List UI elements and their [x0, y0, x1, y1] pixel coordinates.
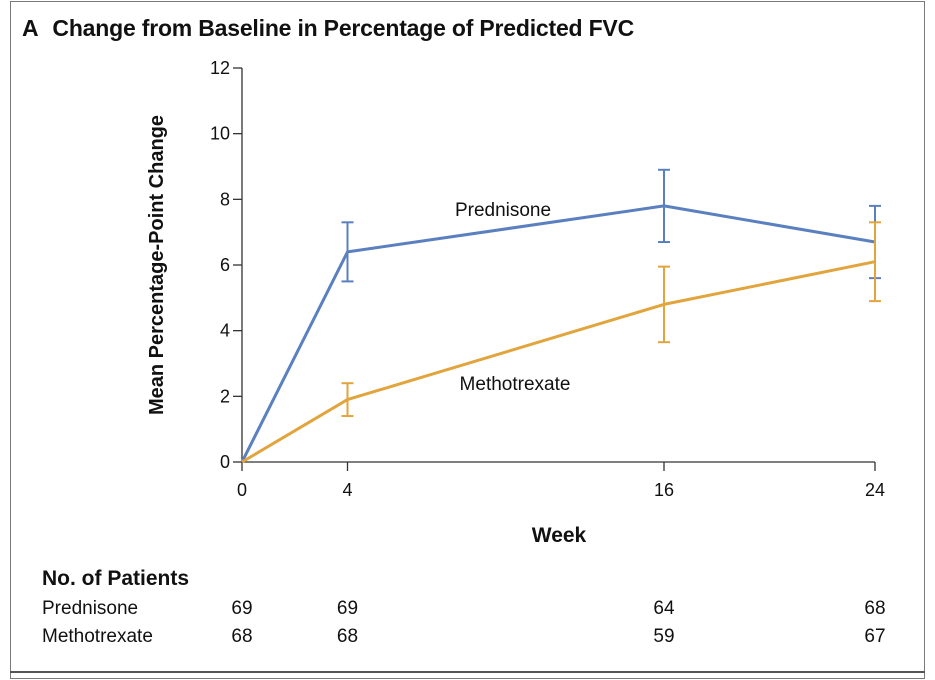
y-tick-label: 8: [220, 189, 230, 209]
patients-count-cell: 68: [231, 626, 253, 647]
series-line-prednisone: [240, 204, 876, 463]
series-line-methotrexate: [241, 260, 876, 464]
patients-count-cell: 68: [864, 598, 886, 619]
panel-letter: A: [22, 15, 39, 41]
x-axis-title: Week: [532, 524, 587, 547]
patients-count-cell: 59: [653, 626, 675, 647]
y-tick-label: 4: [220, 321, 230, 341]
patients-row-label: Methotrexate: [42, 626, 153, 647]
panel-title-text: Change from Baseline in Percentage of Pr…: [52, 15, 634, 41]
y-tick-label: 0: [220, 452, 230, 472]
y-tick-label: 6: [220, 255, 230, 275]
patients-count-cell: 69: [231, 598, 253, 619]
y-tick-label: 2: [220, 386, 230, 406]
y-tick-label: 12: [210, 58, 230, 78]
x-tick-label: 24: [865, 480, 885, 500]
figure-frame: [10, 1, 925, 679]
panel-title: A Change from Baseline in Percentage of P…: [22, 15, 634, 42]
patients-row-label: Prednisone: [42, 598, 139, 619]
patients-table-heading: No. of Patients: [42, 567, 190, 590]
patients-count-cell: 67: [864, 626, 886, 647]
bottom-divider: [10, 671, 925, 673]
x-tick-label: 4: [342, 480, 352, 500]
y-axis-title: Mean Percentage-Point Change: [146, 115, 168, 415]
x-tick-label: 0: [237, 480, 247, 500]
y-tick-label: 10: [210, 124, 230, 144]
series-label: Methotrexate: [460, 374, 571, 395]
patients-count-cell: 64: [653, 598, 675, 619]
x-tick-label: 16: [654, 480, 674, 500]
patients-count-cell: 68: [336, 626, 359, 647]
patients-count-cell: 69: [336, 598, 359, 619]
series-label: Prednisone: [455, 200, 551, 221]
